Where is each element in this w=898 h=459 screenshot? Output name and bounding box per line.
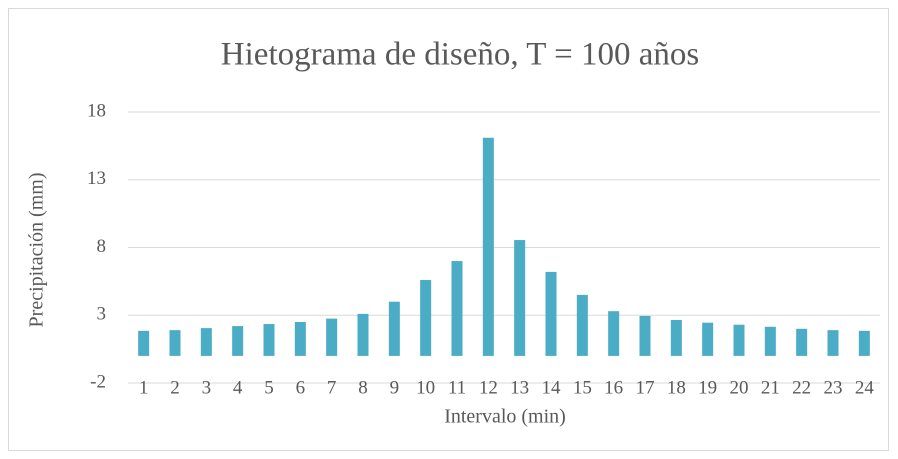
x-axis-label: Intervalo (min) bbox=[444, 406, 566, 428]
x-tick-label: 7 bbox=[327, 377, 337, 398]
y-tick-label: 13 bbox=[87, 168, 106, 189]
x-tick-label: 21 bbox=[761, 377, 780, 398]
y-tick-label: 3 bbox=[97, 304, 107, 325]
x-tick-label: 3 bbox=[202, 377, 212, 398]
x-tick-label: 9 bbox=[390, 377, 400, 398]
bar bbox=[608, 311, 620, 356]
bar bbox=[796, 328, 808, 356]
x-tick-label: 24 bbox=[855, 377, 875, 398]
bar bbox=[858, 330, 870, 356]
y-axis-label: Precipitación (mm) bbox=[26, 173, 48, 328]
bar bbox=[388, 301, 400, 356]
bar bbox=[263, 324, 275, 356]
x-tick-label: 4 bbox=[233, 377, 243, 398]
bar bbox=[764, 326, 776, 356]
bar bbox=[420, 280, 432, 356]
bar bbox=[169, 330, 181, 356]
chart-border bbox=[8, 8, 889, 451]
bar bbox=[326, 318, 338, 356]
x-tick-label: 13 bbox=[510, 377, 529, 398]
x-tick-label: 23 bbox=[824, 377, 843, 398]
x-tick-label: 11 bbox=[448, 377, 466, 398]
bar bbox=[576, 294, 588, 356]
x-tick-label: 16 bbox=[604, 377, 623, 398]
x-tick-label: 1 bbox=[139, 377, 149, 398]
x-tick-label: 6 bbox=[296, 377, 306, 398]
x-tick-label: 20 bbox=[730, 377, 749, 398]
x-tick-label: 8 bbox=[358, 377, 368, 398]
x-tick-label: 15 bbox=[573, 377, 592, 398]
bar bbox=[827, 330, 839, 356]
x-tick-label: 14 bbox=[542, 377, 562, 398]
chart-title: Hietograma de diseño, T = 100 años bbox=[221, 37, 699, 73]
x-tick-label: 12 bbox=[479, 377, 498, 398]
x-tick-label: 2 bbox=[170, 377, 180, 398]
y-tick-label: -2 bbox=[90, 371, 106, 392]
x-tick-label: 19 bbox=[698, 377, 717, 398]
bar bbox=[733, 324, 745, 356]
bar bbox=[357, 313, 369, 356]
bar bbox=[451, 261, 463, 356]
bar bbox=[482, 137, 494, 356]
x-tick-label: 22 bbox=[792, 377, 811, 398]
x-tick-label: 10 bbox=[416, 377, 435, 398]
bar bbox=[294, 322, 306, 356]
bar bbox=[232, 326, 244, 356]
bar bbox=[200, 328, 212, 356]
bar bbox=[514, 240, 526, 356]
y-tick-label: 18 bbox=[87, 100, 106, 121]
bar bbox=[639, 315, 651, 356]
bar bbox=[545, 271, 557, 356]
bar bbox=[702, 322, 714, 356]
y-tick-label: 8 bbox=[97, 236, 107, 257]
x-tick-label: 18 bbox=[667, 377, 686, 398]
bar bbox=[138, 330, 150, 356]
bar bbox=[670, 319, 682, 356]
x-tick-label: 5 bbox=[264, 377, 274, 398]
x-tick-label: 17 bbox=[636, 377, 655, 398]
